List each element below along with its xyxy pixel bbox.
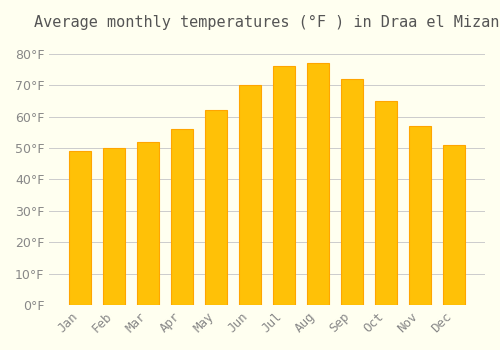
- Bar: [307, 63, 329, 305]
- Bar: [103, 148, 126, 305]
- Bar: [137, 142, 159, 305]
- Bar: [443, 145, 465, 305]
- Bar: [341, 79, 363, 305]
- Bar: [69, 151, 92, 305]
- Bar: [409, 126, 431, 305]
- Title: Average monthly temperatures (°F ) in Draa el Mizan: Average monthly temperatures (°F ) in Dr…: [34, 15, 500, 30]
- Bar: [171, 129, 193, 305]
- Bar: [273, 66, 295, 305]
- Bar: [375, 101, 397, 305]
- Bar: [205, 110, 227, 305]
- Bar: [239, 85, 261, 305]
